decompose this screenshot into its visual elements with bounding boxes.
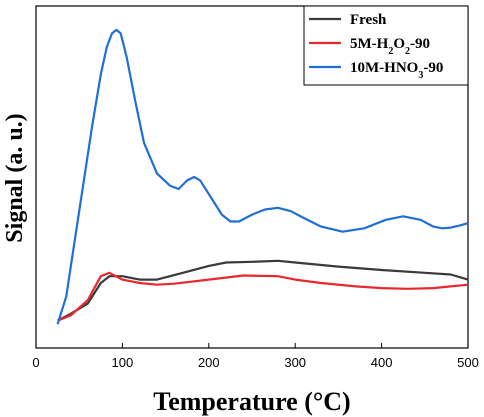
legend-label-2: 10M-HNO3-90 — [350, 60, 443, 81]
legend-label-part: 2 — [388, 46, 393, 57]
legend-label-part: 2 — [405, 46, 410, 57]
y-axis-title: Signal (a. u.) — [2, 113, 28, 242]
legend-label-part: -90 — [423, 60, 443, 76]
legend-label-part: -90 — [410, 36, 430, 52]
series-layer — [56, 28, 469, 325]
plot-frame — [35, 5, 469, 349]
legend-label-part: O — [393, 36, 405, 52]
x-tick-label: 300 — [284, 355, 306, 370]
series-line-2 — [56, 28, 469, 325]
series-line-1 — [57, 271, 469, 322]
legend-label-part: 3 — [418, 70, 423, 81]
x-axis-ticks: 0 100 200 300 400 500 — [32, 343, 479, 370]
x-tick-label: 0 — [32, 355, 39, 370]
legend-label-part: 10M-HNO — [350, 60, 418, 76]
series-line-0 — [57, 259, 469, 322]
x-tick-label: 100 — [112, 355, 134, 370]
legend-box — [303, 5, 469, 86]
x-tick-label: 400 — [371, 355, 393, 370]
legend-label-0: Fresh — [350, 12, 387, 28]
legend-label-part: Fresh — [350, 12, 387, 28]
x-tick-label: 200 — [198, 355, 220, 370]
x-axis-title: Temperature (°C) — [153, 387, 350, 416]
legend-label-part: 5M-H — [350, 36, 389, 52]
x-tick-label: 500 — [457, 355, 479, 370]
legend-label-1: 5M-H2O2-90 — [350, 36, 430, 57]
